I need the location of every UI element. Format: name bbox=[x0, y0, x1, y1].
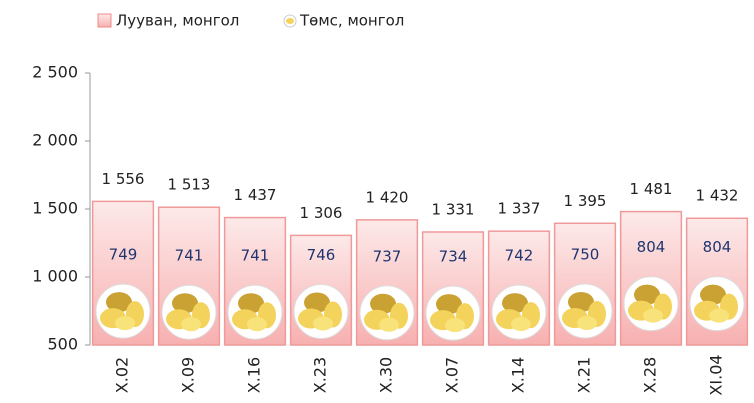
bar-value-label: 1 513 bbox=[168, 176, 211, 194]
potato-marker bbox=[294, 285, 348, 339]
y-tick-label: 2 500 bbox=[32, 63, 78, 82]
marker-part bbox=[445, 318, 465, 332]
potato-marker bbox=[360, 286, 414, 340]
marker-part bbox=[643, 309, 663, 323]
x-tick-label: X.23 bbox=[311, 357, 330, 393]
marker-value-label: 741 bbox=[175, 247, 204, 265]
potato-marker bbox=[96, 284, 150, 338]
marker-value-label: 746 bbox=[307, 246, 336, 264]
x-tick-label: X.28 bbox=[641, 357, 660, 393]
bar-value-label: 1 395 bbox=[564, 192, 607, 210]
x-tick-label: X.21 bbox=[575, 357, 594, 393]
x-tick-label: X.30 bbox=[377, 357, 396, 393]
bar-value-label: 1 306 bbox=[300, 204, 343, 222]
x-tick-label: X.02 bbox=[113, 357, 132, 393]
marker-part bbox=[115, 316, 135, 330]
bar-value-label: 1 432 bbox=[696, 187, 739, 205]
marker-value-label: 741 bbox=[241, 247, 270, 265]
marker-part bbox=[247, 317, 267, 331]
y-tick-label: 1 000 bbox=[32, 267, 78, 286]
x-tick-label: X.14 bbox=[509, 357, 528, 393]
marker-part bbox=[511, 317, 531, 331]
marker-part bbox=[577, 316, 597, 330]
potato-marker bbox=[492, 285, 546, 339]
marker-value-label: 804 bbox=[703, 238, 732, 256]
marker-part bbox=[379, 318, 399, 332]
bar-value-label: 1 337 bbox=[498, 200, 541, 218]
y-tick-label: 2 000 bbox=[32, 131, 78, 150]
potato-marker bbox=[426, 286, 480, 340]
x-tick-label: XI.04 bbox=[707, 354, 726, 395]
marker-value-label: 804 bbox=[637, 238, 666, 256]
x-tick-label: X.07 bbox=[443, 357, 462, 393]
marker-value-label: 742 bbox=[505, 247, 534, 265]
marker-value-label: 750 bbox=[571, 246, 600, 264]
legend: Лууван, монгол Төмс, монгол bbox=[98, 12, 404, 30]
marker-part bbox=[313, 317, 333, 331]
y-tick-label: 500 bbox=[47, 335, 78, 354]
bar-value-label: 1 556 bbox=[102, 170, 145, 188]
potato-marker bbox=[690, 277, 744, 331]
bar-value-label: 1 481 bbox=[630, 180, 673, 198]
potato-marker bbox=[228, 285, 282, 339]
x-tick-label: X.09 bbox=[179, 357, 198, 393]
y-tick-label: 1 500 bbox=[32, 199, 78, 218]
legend-label: Төмс, монгол bbox=[299, 12, 404, 30]
potato-marker bbox=[162, 285, 216, 339]
legend-swatch bbox=[98, 14, 111, 27]
potato-marker bbox=[624, 277, 678, 331]
bar-value-label: 1 420 bbox=[366, 188, 409, 206]
marker-part bbox=[181, 317, 201, 331]
x-tick-label: X.16 bbox=[245, 357, 264, 393]
marker-value-label: 749 bbox=[109, 246, 138, 264]
potato-marker bbox=[558, 284, 612, 338]
marker-part bbox=[709, 309, 729, 323]
marker-value-label: 734 bbox=[439, 248, 468, 266]
bar-value-label: 1 331 bbox=[432, 200, 475, 218]
chart: Лууван, монгол Төмс, монгол 500 1 000 1 50… bbox=[0, 0, 754, 403]
bar-value-label: 1 437 bbox=[234, 186, 277, 204]
marker-value-label: 737 bbox=[373, 247, 402, 265]
legend-label: Лууван, монгол bbox=[116, 12, 239, 30]
legend-swatch bbox=[286, 18, 294, 24]
